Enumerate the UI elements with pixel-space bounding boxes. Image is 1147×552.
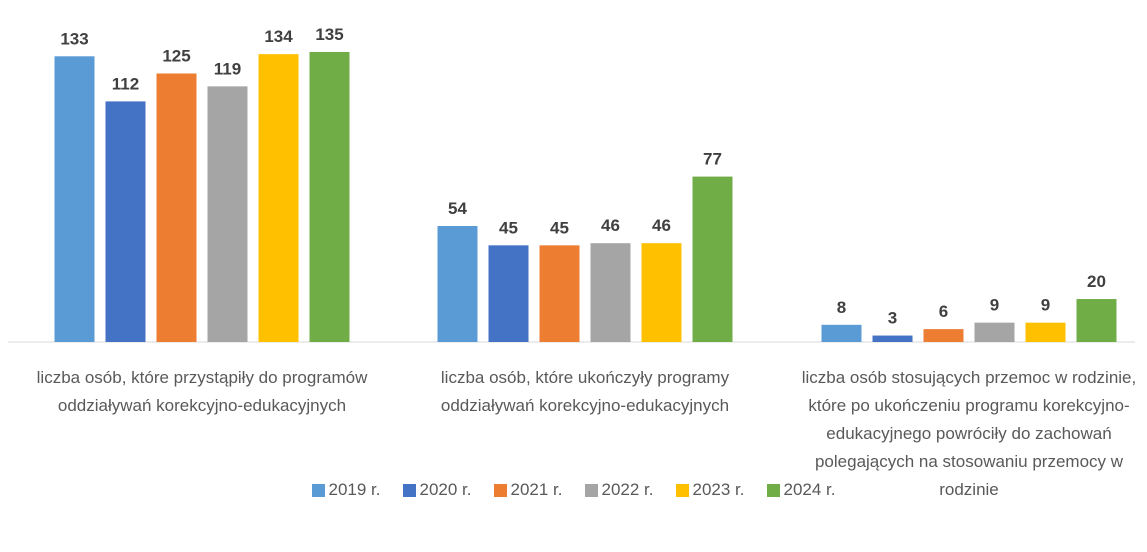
legend: 2019 r. 2020 r. 2021 r. 2022 r. 2023 r. 2024 …: [0, 480, 1147, 500]
data-label: 8: [837, 298, 846, 317]
x-tick-label: liczba osób stosujących przemoc w rodzin…: [801, 368, 1137, 499]
data-label: 9: [990, 296, 999, 315]
bar: [54, 56, 95, 342]
bar: [974, 322, 1015, 342]
bar: [539, 245, 580, 342]
legend-label: 2020 r.: [419, 480, 472, 499]
data-label: 46: [601, 216, 620, 235]
data-label: 45: [499, 218, 518, 237]
legend-label: 2023 r.: [692, 480, 745, 499]
bar: [590, 243, 631, 342]
legend-label: 2019 r.: [328, 480, 381, 499]
bar: [641, 243, 682, 342]
data-label: 9: [1041, 296, 1050, 315]
legend-item: 2019 r.: [311, 480, 381, 500]
legend-label: 2022 r.: [601, 480, 654, 499]
legend-swatch: [402, 483, 416, 497]
data-label: 45: [550, 218, 569, 237]
data-label: 125: [162, 46, 190, 65]
bar: [207, 86, 248, 343]
legend-label: 2021 r.: [510, 480, 563, 499]
legend-swatch: [766, 483, 780, 497]
bar: [488, 245, 529, 342]
legend-item: 2024 r.: [766, 480, 836, 500]
data-label: 54: [448, 199, 467, 218]
bar: [923, 329, 964, 342]
legend-item: 2020 r.: [402, 480, 472, 500]
data-label: 133: [60, 29, 88, 48]
bar: [692, 176, 733, 342]
bar: [1076, 299, 1117, 342]
legend-swatch: [493, 483, 507, 497]
legend-label: 2024 r.: [783, 480, 836, 499]
legend-swatch: [311, 483, 325, 497]
data-label: 134: [264, 27, 293, 46]
data-label: 112: [112, 74, 139, 93]
data-label: 46: [652, 216, 671, 235]
data-label: 77: [703, 150, 722, 169]
bar: [437, 226, 478, 342]
legend-item: 2022 r.: [584, 480, 654, 500]
bar: [156, 73, 197, 343]
bar: [872, 335, 913, 342]
data-label: 3: [888, 309, 897, 328]
legend-swatch: [675, 483, 689, 497]
bar: [309, 52, 350, 342]
bar: [105, 101, 146, 342]
data-label: 6: [939, 302, 948, 321]
bar: [1025, 322, 1066, 342]
x-tick-label: liczba osób, które ukończyły programy od…: [440, 368, 730, 415]
x-tick-label: liczba osób, które przystąpiły do progra…: [36, 368, 368, 415]
bar: [821, 324, 862, 342]
legend-swatch: [584, 483, 598, 497]
legend-item: 2021 r.: [493, 480, 563, 500]
data-label: 20: [1087, 272, 1106, 291]
data-label: 135: [315, 25, 343, 44]
bar: [258, 54, 299, 343]
legend-item: 2023 r.: [675, 480, 745, 500]
data-label: 119: [214, 59, 241, 78]
